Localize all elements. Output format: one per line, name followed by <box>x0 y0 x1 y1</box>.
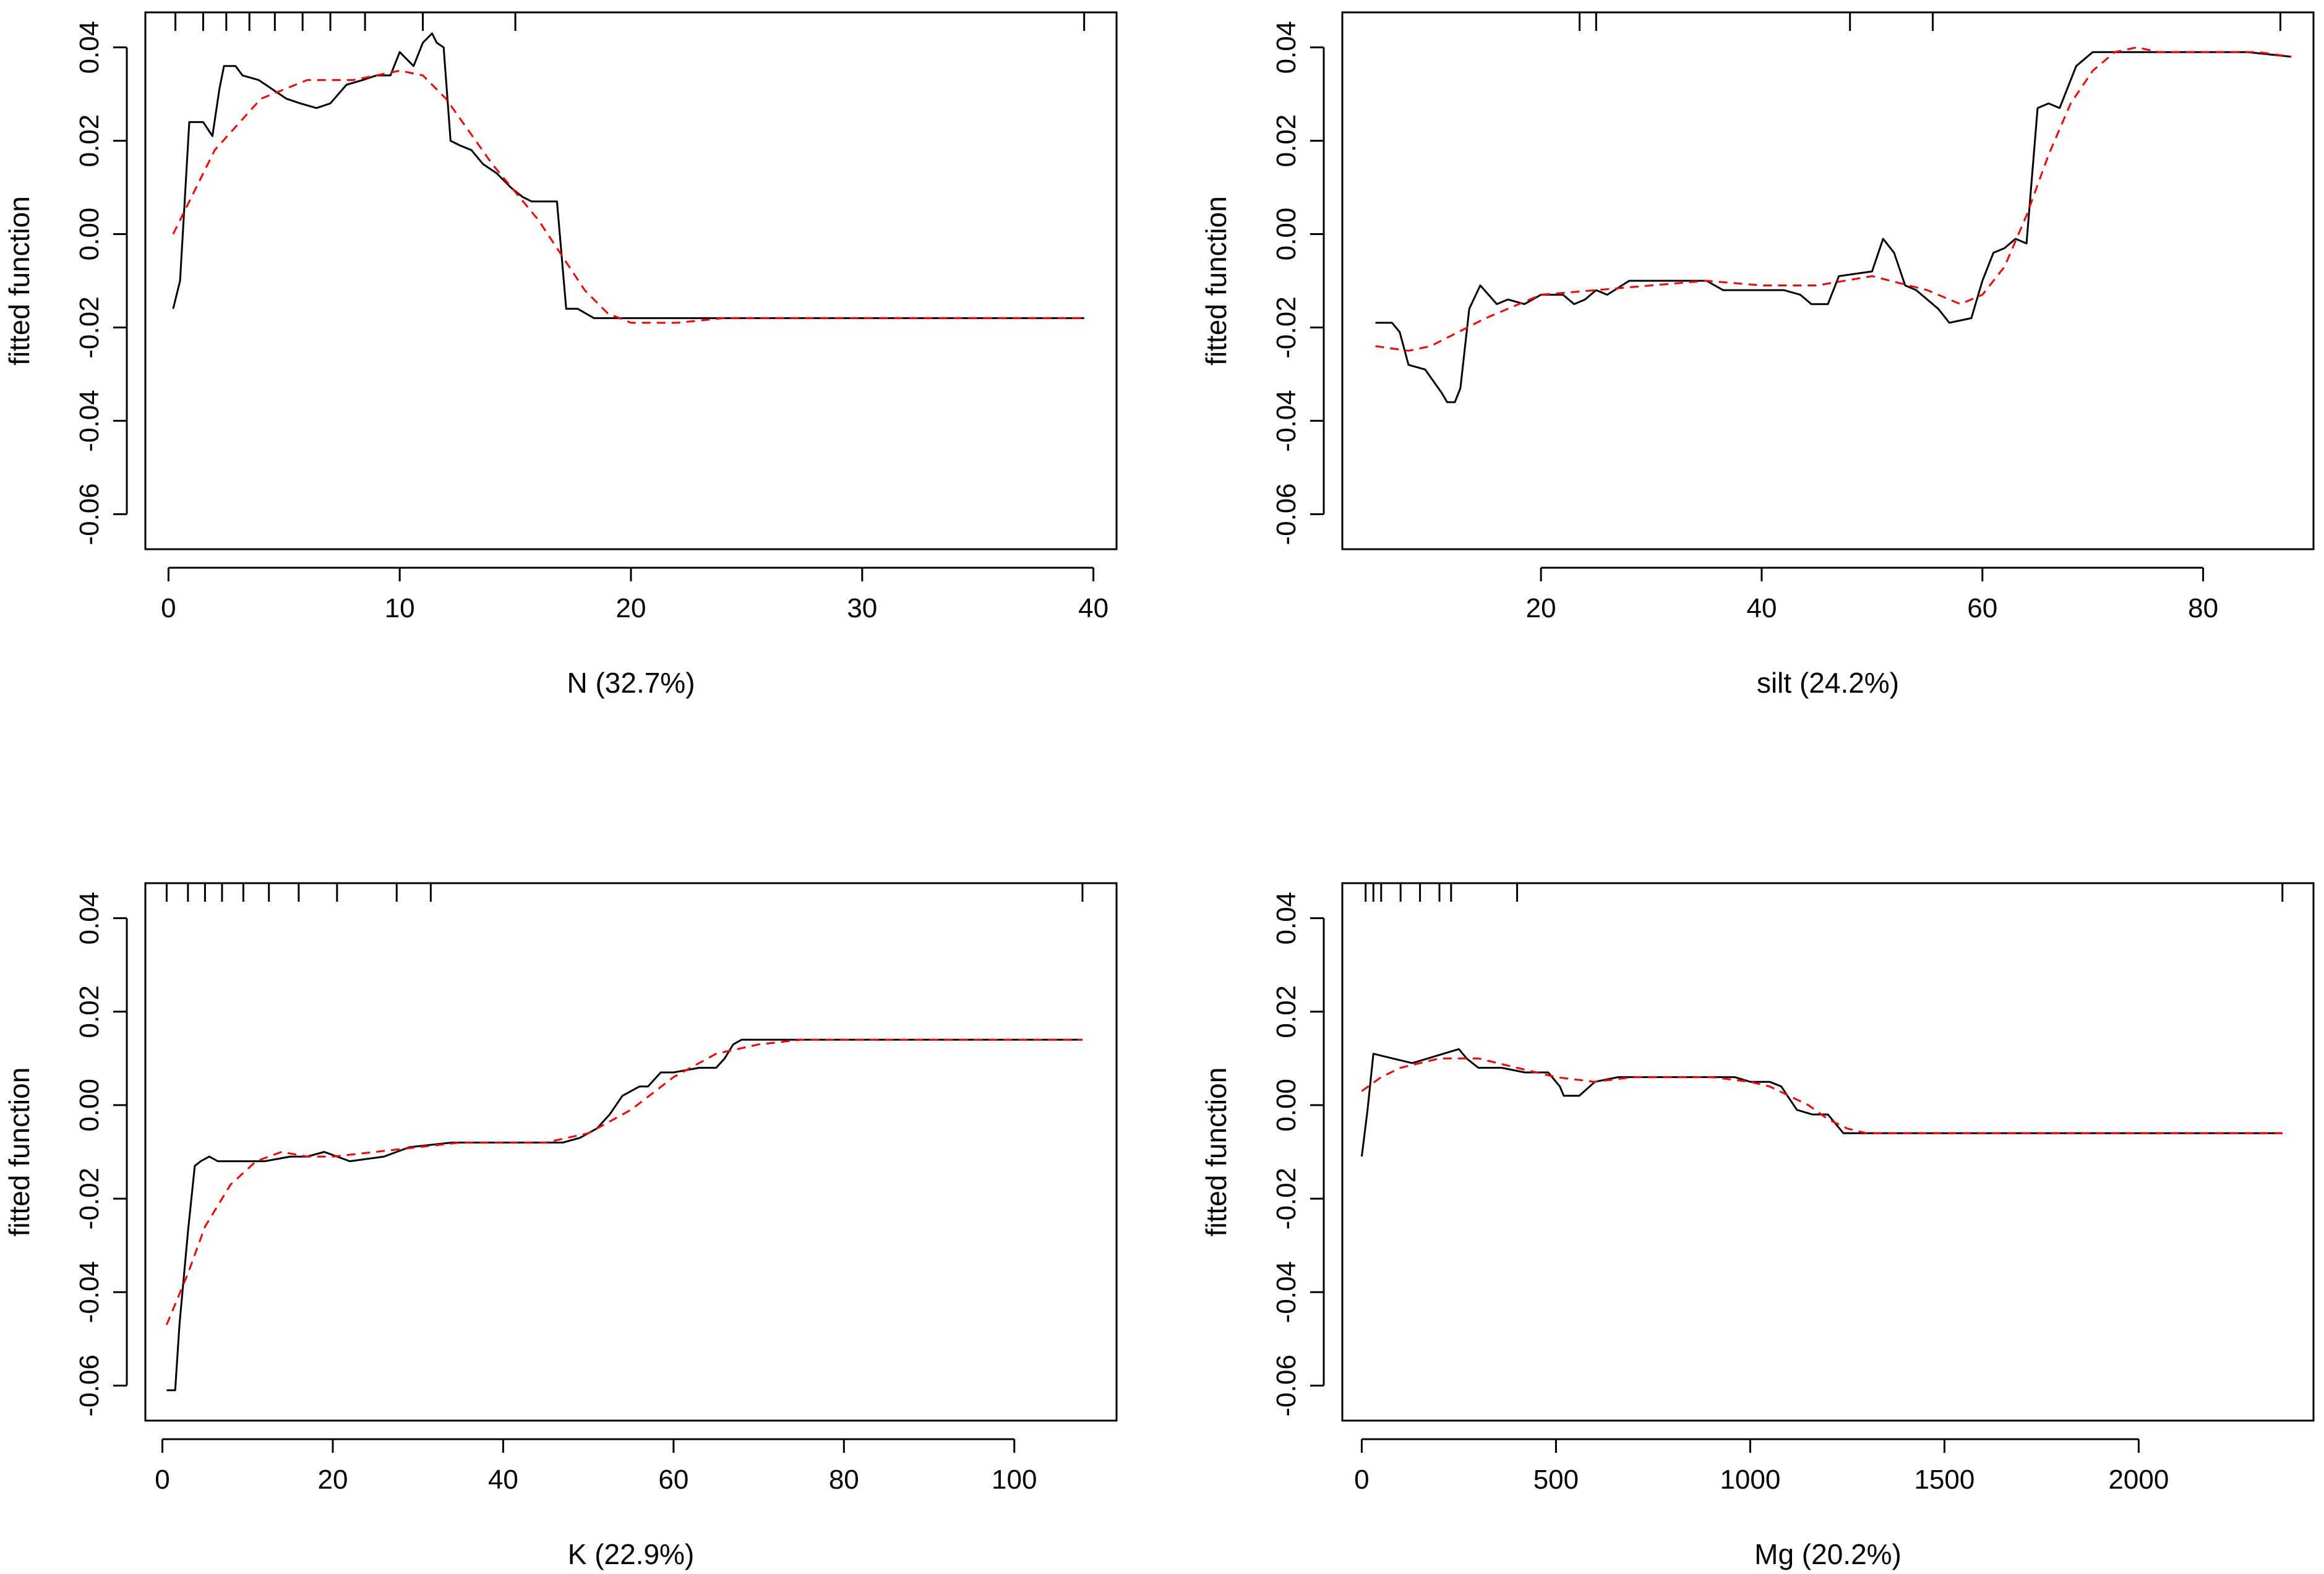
y-tick-label: 0.02 <box>1271 985 1301 1038</box>
y-tick-label: -0.02 <box>74 1168 105 1230</box>
x-tick-label: 20 <box>318 1465 348 1495</box>
x-tick-label: 40 <box>488 1465 518 1495</box>
y-tick-label: -0.02 <box>74 296 105 358</box>
x-tick-label: 20 <box>1526 593 1556 623</box>
y-tick-label: 0.04 <box>1271 21 1301 74</box>
x-tick-label: 30 <box>847 593 877 623</box>
x-tick-label: 500 <box>1533 1465 1579 1495</box>
x-axis-title: silt (24.2%) <box>1757 667 1899 699</box>
y-tick-label: 0.04 <box>74 892 105 945</box>
x-tick-label: 100 <box>992 1465 1037 1495</box>
x-tick-label: 80 <box>2188 593 2218 623</box>
y-tick-label: -0.06 <box>1271 483 1301 545</box>
x-tick-label: 0 <box>1354 1465 1369 1495</box>
x-axis-title: N (32.7%) <box>567 667 695 699</box>
series-smoothed-line <box>172 69 1084 324</box>
series-smoothed-line <box>166 1038 1083 1325</box>
x-tick-label: 10 <box>385 593 415 623</box>
panel-2: 20 40 60 80 -0.06 -0.04 -0.02 0.00 0.02 0.04 silt … <box>1200 11 2315 699</box>
x-tick-label: 0 <box>161 593 176 623</box>
series-fitted-line <box>166 1038 1083 1392</box>
x-tick-label: 20 <box>616 593 646 623</box>
y-tick-label: -0.04 <box>74 390 105 451</box>
plot-frame <box>1341 11 2315 550</box>
panel-4: 0 500 1000 1500 2000 -0.06 -0.04 -0.02 0.00 0.02 0… <box>1200 882 2315 1570</box>
y-tick-label: 0.04 <box>74 21 105 74</box>
y-tick-label: 0.02 <box>74 114 105 168</box>
x-tick-label: 40 <box>1078 593 1108 623</box>
y-axis-title: fitted function <box>1200 196 1232 366</box>
series-smoothed-line <box>1361 1057 2283 1134</box>
plot-frame <box>1341 882 2315 1422</box>
x-tick-label: 1000 <box>1720 1465 1780 1495</box>
x-axis-title: K (22.9%) <box>568 1538 695 1570</box>
series-fitted-line <box>1375 51 2292 403</box>
y-tick-label: -0.06 <box>1271 1354 1301 1416</box>
plot-frame <box>144 11 1118 550</box>
y-tick-label: -0.02 <box>1271 1168 1301 1230</box>
x-axis-title: Mg (20.2%) <box>1754 1538 1902 1570</box>
y-tick-label: -0.06 <box>74 1354 105 1416</box>
x-tick-label: 80 <box>829 1465 859 1495</box>
y-tick-label: 0.00 <box>74 208 105 261</box>
y-axis-title: fitted function <box>3 1067 35 1237</box>
y-tick-label: -0.06 <box>74 483 105 545</box>
plot-frame <box>144 882 1118 1422</box>
y-tick-label: -0.04 <box>74 1261 105 1323</box>
y-tick-label: 0.00 <box>1271 208 1301 261</box>
x-tick-label: 40 <box>1746 593 1777 623</box>
x-tick-label: 1500 <box>1914 1465 1975 1495</box>
x-tick-label: 60 <box>658 1465 688 1495</box>
y-tick-label: 0.02 <box>1271 114 1301 168</box>
panel-3: 0 20 40 60 80 100 -0.06 -0.04 -0.02 0.00 0.02 0.04 K… <box>3 882 1118 1570</box>
panel-1: 0 10 20 30 40 -0.06 -0.04 -0.02 0.00 0.02 0.04 N (3… <box>3 11 1118 699</box>
y-axis-title: fitted function <box>1200 1067 1232 1237</box>
x-tick-label: 60 <box>1967 593 1997 623</box>
y-tick-label: 0.00 <box>74 1079 105 1132</box>
y-tick-label: -0.02 <box>1271 296 1301 358</box>
y-tick-label: -0.04 <box>1271 1261 1301 1323</box>
y-tick-label: 0.00 <box>1271 1079 1301 1132</box>
y-tick-label: 0.04 <box>1271 892 1301 945</box>
x-tick-label: 2000 <box>2108 1465 2169 1495</box>
y-tick-label: -0.04 <box>1271 390 1301 451</box>
x-tick-label: 0 <box>155 1465 169 1495</box>
series-fitted-line <box>172 32 1084 319</box>
y-tick-label: 0.02 <box>74 985 105 1038</box>
y-axis-title: fitted function <box>3 196 35 366</box>
